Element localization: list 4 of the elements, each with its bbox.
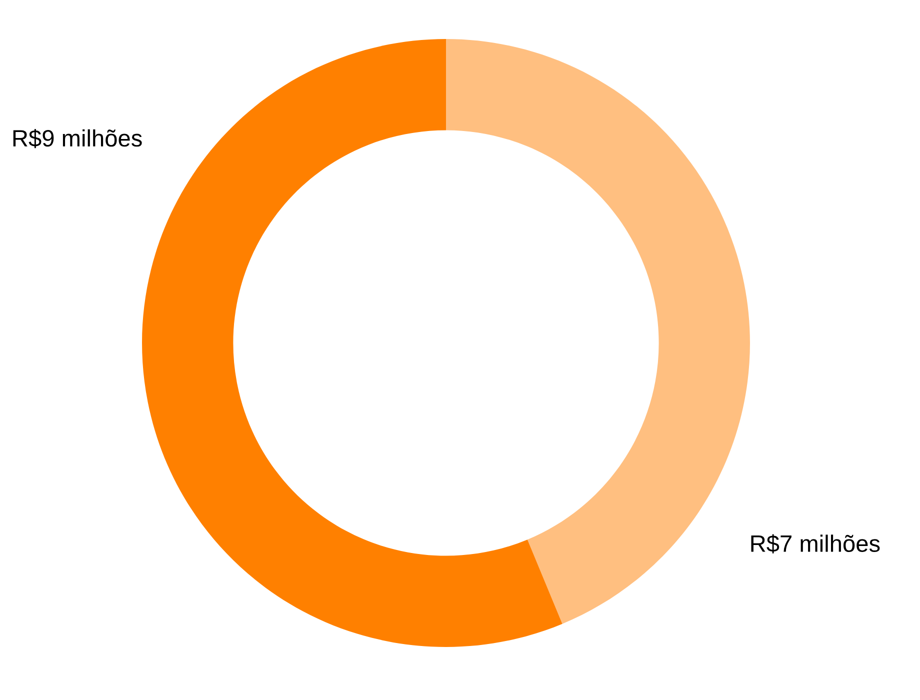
data-label: R$9 milhões [13,128,142,148]
data-label: R$7 milhões [751,534,880,554]
donut-slice [142,39,562,647]
donut-slice [446,39,750,624]
